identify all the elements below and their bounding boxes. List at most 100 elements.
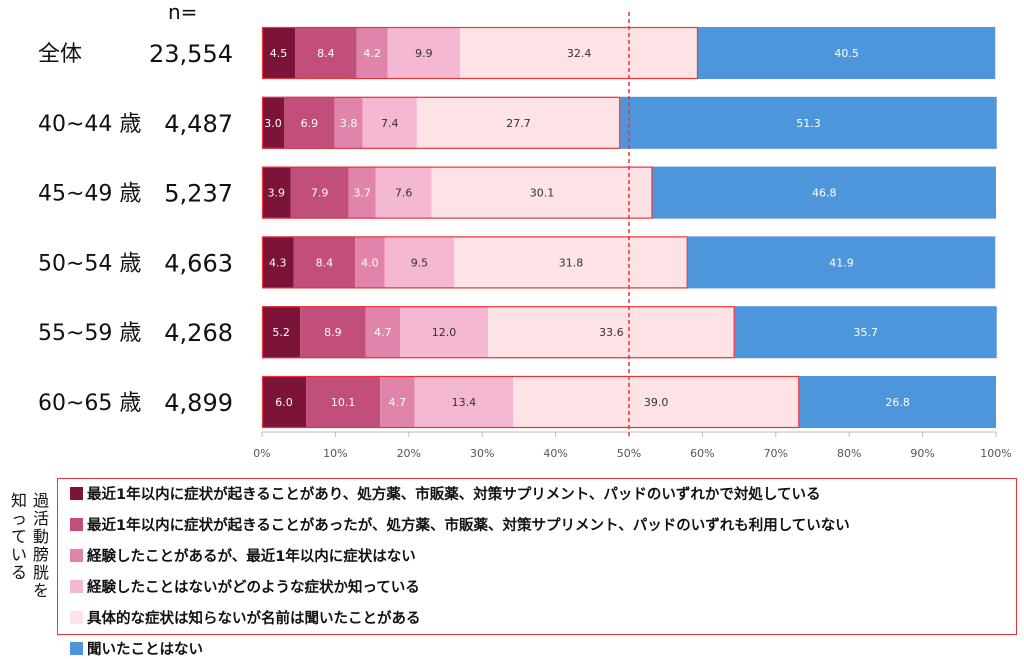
bar-segment <box>687 236 996 289</box>
data-label: 26.8 <box>885 396 910 409</box>
data-label: 27.7 <box>506 117 531 130</box>
bar-segment <box>262 96 285 149</box>
bar-segment <box>355 236 385 289</box>
legend-item: 聞いたことはない <box>70 638 203 659</box>
bar-segment <box>300 306 366 359</box>
row-label: 50~54 歳 <box>38 251 141 276</box>
bar-segment <box>414 376 514 428</box>
data-label: 30.1 <box>530 187 555 200</box>
awareness-highlight-border <box>261 166 653 219</box>
bar-segment <box>365 306 400 359</box>
awareness-highlight-border <box>261 375 800 429</box>
legend-swatch <box>70 611 83 624</box>
data-label: 6.9 <box>301 117 319 130</box>
awareness-highlight-border <box>261 236 688 289</box>
n-value: 4,899 <box>164 389 233 417</box>
data-label: 51.3 <box>796 117 821 130</box>
data-label: 4.0 <box>361 256 379 269</box>
n-value: 5,237 <box>164 180 233 208</box>
bar-segment <box>306 376 381 428</box>
data-label: 33.6 <box>599 326 624 339</box>
bar-segment <box>334 96 363 149</box>
row-label: 40~44 歳 <box>38 112 141 137</box>
bar-segment <box>293 236 356 289</box>
data-label: 3.7 <box>353 187 371 200</box>
x-tick-label: 100% <box>980 447 1011 460</box>
data-label: 4.3 <box>269 256 287 269</box>
bar-segment <box>734 306 997 359</box>
legend-label: 具体的な症状は知らないが名前は聞いたことがある <box>87 611 421 627</box>
bar-segment <box>284 96 335 149</box>
bar-segment <box>262 306 301 359</box>
n-value: 4,663 <box>164 249 233 277</box>
awareness-highlight-border <box>261 26 699 80</box>
row-label: 全体 <box>38 42 82 67</box>
legend-label: 最近1年以内に症状が起きることがあり、処方薬、市販薬、対策サプリメント、パッドの… <box>87 487 821 503</box>
x-tick-label: 20% <box>397 447 421 460</box>
legend-item: 経験したことがあるが、最近1年以内に症状はない <box>70 545 416 566</box>
bar-segment <box>697 27 996 79</box>
bar-segment <box>262 376 307 428</box>
data-label: 6.0 <box>275 396 293 409</box>
data-label: 40.5 <box>834 47 859 60</box>
bar-segment <box>416 96 621 149</box>
data-label: 9.9 <box>415 47 433 60</box>
legend-side-label-col-2: 知っている <box>10 491 27 582</box>
data-label: 31.8 <box>559 256 584 269</box>
bar-segment <box>488 306 735 359</box>
bar-segment <box>356 27 388 79</box>
n-value: 4,268 <box>164 319 233 347</box>
row-label: 60~65 歳 <box>38 391 141 416</box>
n-value: 4,487 <box>164 110 233 138</box>
legend-item: 最近1年以内に症状が起きることがあり、処方薬、市販薬、対策サプリメント、パッドの… <box>70 483 821 504</box>
data-label: 7.4 <box>381 117 399 130</box>
bar-segment <box>348 166 376 219</box>
data-label: 39.0 <box>644 396 669 409</box>
bar-segment <box>460 27 698 79</box>
x-tick-label: 50% <box>617 447 641 460</box>
data-label: 4.7 <box>389 396 407 409</box>
bar-segment <box>262 236 294 289</box>
legend-label: 聞いたことはない <box>87 642 203 658</box>
bar-segment <box>454 236 688 289</box>
legend-item: 具体的な症状は知らないが名前は聞いたことがある <box>70 607 421 628</box>
n-value: 23,554 <box>149 40 233 68</box>
legend-label: 最近1年以内に症状が起きることがあったが、処方薬、市販薬、対策サプリメント、パッ… <box>87 518 850 534</box>
data-label: 8.4 <box>316 256 334 269</box>
bar-segment <box>513 376 800 428</box>
x-tick-label: 10% <box>323 447 347 460</box>
x-tick-label: 80% <box>837 447 861 460</box>
data-label: 9.5 <box>411 256 429 269</box>
data-label: 3.9 <box>268 187 286 200</box>
data-label: 4.5 <box>270 47 288 60</box>
bar-segment <box>295 27 357 79</box>
data-label: 10.1 <box>331 396 356 409</box>
x-tick-label: 90% <box>910 447 934 460</box>
data-label: 8.9 <box>324 326 342 339</box>
data-label: 4.7 <box>374 326 392 339</box>
legend-item: 経験したことはないがどのような症状か知っている <box>70 576 420 597</box>
data-label: 4.2 <box>363 47 381 60</box>
legend-side-label-col-1: 過活動膀胱を <box>32 491 49 600</box>
bar-segment <box>387 27 461 79</box>
bar-segment <box>290 166 349 219</box>
legend-highlight-frame <box>57 478 1017 635</box>
data-label: 7.9 <box>311 187 329 200</box>
bar-segment <box>652 166 996 219</box>
data-label: 32.4 <box>567 47 592 60</box>
awareness-highlight-border <box>261 306 735 359</box>
x-tick-label: 0% <box>253 447 270 460</box>
bar-segment <box>384 236 455 289</box>
legend-side-label: 過活動膀胱を 知っている <box>4 492 52 622</box>
data-label: 8.4 <box>317 47 335 60</box>
legend-swatch <box>70 642 83 655</box>
bar-segment <box>431 166 653 219</box>
data-label: 35.7 <box>853 326 878 339</box>
awareness-highlight-border <box>261 96 621 149</box>
legend-swatch <box>70 487 83 500</box>
x-tick-label: 30% <box>470 447 494 460</box>
x-axis: 0% 10% 20% 30% 40% 50% 60% 70% 80% 90% 100% <box>253 431 1012 460</box>
bar-segment <box>620 96 997 149</box>
x-tick-label: 70% <box>764 447 788 460</box>
legend-swatch <box>70 580 83 593</box>
